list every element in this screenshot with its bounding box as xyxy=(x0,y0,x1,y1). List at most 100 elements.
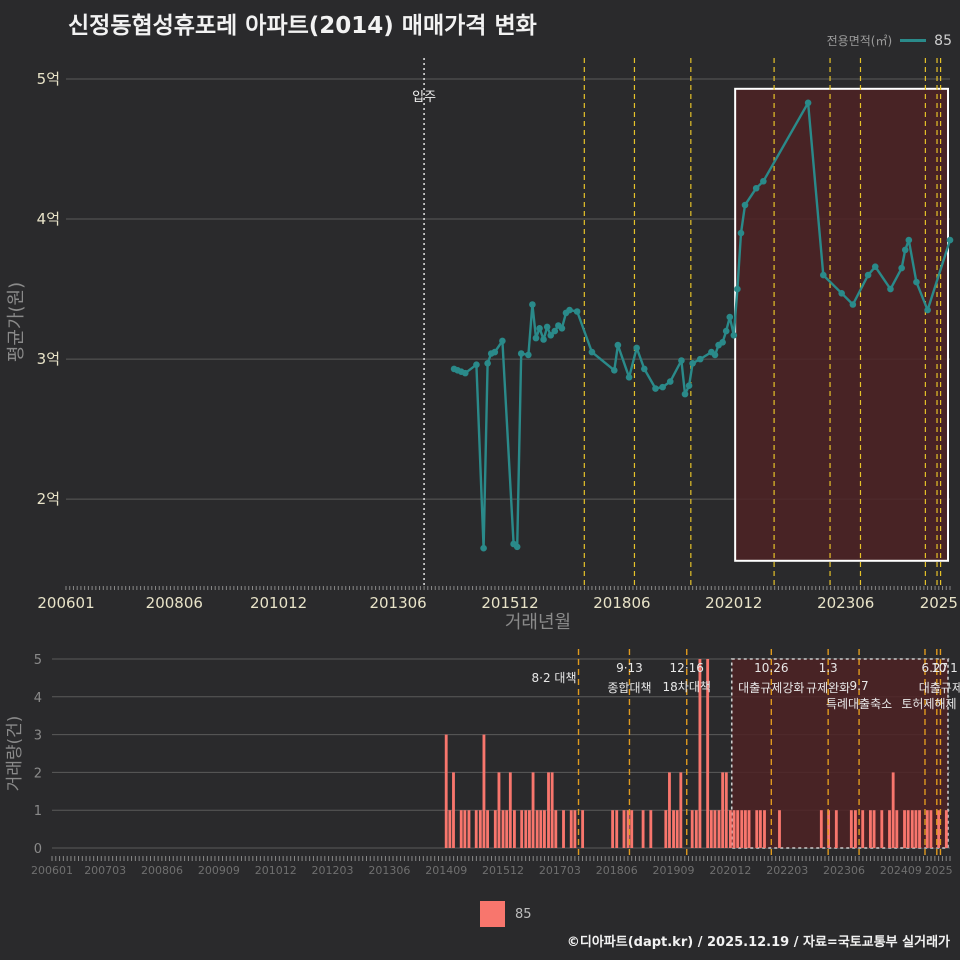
price-point xyxy=(730,332,738,339)
price-point xyxy=(905,236,913,244)
volume-bar xyxy=(717,810,721,848)
volume-bar xyxy=(690,810,694,848)
price-point xyxy=(678,357,685,364)
y-tick-label-top: 4억 xyxy=(37,210,60,228)
price-point xyxy=(532,334,540,342)
x-tick-label-bottom: 202409 xyxy=(880,864,922,877)
policy-label: 특례대출축소 xyxy=(826,697,892,711)
legend-bar-swatch xyxy=(480,901,505,927)
x-tick-label-bottom: 201012 xyxy=(255,864,297,877)
volume-bar xyxy=(914,810,918,848)
legend-top: 전용면적(㎡) 85 xyxy=(827,32,952,49)
price-point xyxy=(685,382,693,390)
volume-bar xyxy=(895,810,899,848)
price-point xyxy=(517,350,525,357)
highlight-box-top xyxy=(734,87,949,562)
price-point xyxy=(913,278,920,286)
x-tick-label-bottom: 202203 xyxy=(766,864,808,877)
volume-bar xyxy=(622,810,626,848)
price-point xyxy=(551,327,559,335)
volume-bar xyxy=(547,772,550,848)
x-tick-label-top: 201306 xyxy=(369,594,426,612)
x-tick-label-bottom: 2025 xyxy=(925,864,953,877)
volume-bar xyxy=(672,810,675,848)
policy-label: 10.26 xyxy=(754,661,788,675)
policy-label: 규제완화 xyxy=(806,681,850,695)
x-tick-label-bottom: 201409 xyxy=(425,864,467,877)
policy-label: 종합대책 xyxy=(607,680,651,695)
volume-bar xyxy=(694,810,698,848)
x-tick-label-bottom: 201203 xyxy=(312,864,354,877)
volume-bar xyxy=(520,810,524,848)
x-tick-label-top: 200601 xyxy=(37,594,94,612)
price-point xyxy=(659,383,666,391)
y-tick-label-bottom: 3 xyxy=(34,729,42,744)
volume-bar xyxy=(869,810,872,848)
volume-bar xyxy=(497,772,501,848)
volume-bar xyxy=(713,810,717,848)
volume-bar xyxy=(880,810,884,848)
volume-bar xyxy=(675,810,679,848)
price-point xyxy=(760,177,767,185)
price-point xyxy=(473,361,480,369)
move-in-label: 입주 xyxy=(412,90,436,105)
volume-bar xyxy=(573,810,577,848)
volume-bar xyxy=(891,772,895,848)
volume-bar xyxy=(721,772,725,848)
volume-bar xyxy=(448,810,452,848)
price-point xyxy=(566,306,573,314)
y-tick-label-bottom: 5 xyxy=(34,653,42,668)
volume-bar xyxy=(944,810,948,848)
volume-bar xyxy=(910,810,914,848)
volume-bar xyxy=(630,810,634,848)
price-point xyxy=(614,341,622,349)
volume-bar xyxy=(706,659,710,848)
price-point xyxy=(681,390,689,398)
x-tick-label-top: 202012 xyxy=(705,594,762,612)
price-point xyxy=(536,325,543,332)
chart-title: 신정동협성휴포레 아파트(2014) 매매가격 변화 xyxy=(68,13,537,39)
price-point xyxy=(696,355,704,363)
volume-bar xyxy=(501,810,505,848)
volume-bar xyxy=(819,810,823,848)
price-point xyxy=(588,348,596,356)
price-point xyxy=(711,351,719,359)
x-tick-label-top: 2025 xyxy=(920,594,958,612)
volume-bar xyxy=(732,810,736,848)
volume-bar xyxy=(778,810,781,848)
price-point xyxy=(722,327,730,335)
volume-bar xyxy=(474,810,478,848)
y-tick-label-bottom: 2 xyxy=(34,766,42,781)
volume-bar xyxy=(486,810,490,848)
volume-bar xyxy=(535,810,539,848)
x-tick-label-bottom: 200703 xyxy=(84,864,126,877)
y-tick-label-top: 2억 xyxy=(37,490,60,508)
y-tick-label-top: 3억 xyxy=(37,350,60,368)
volume-bar xyxy=(906,810,910,848)
price-point xyxy=(480,544,487,552)
policy-label: 대출규제 xyxy=(919,681,960,695)
price-point xyxy=(737,229,745,237)
price-point xyxy=(540,336,547,343)
legend-bottom: 85 xyxy=(480,901,532,927)
x-tick-label-top: 200806 xyxy=(146,594,203,612)
price-point xyxy=(864,271,872,279)
volume-bar xyxy=(736,810,740,848)
policy-label: 6.27 xyxy=(921,661,948,675)
price-point xyxy=(573,308,581,315)
volume-bar xyxy=(463,810,467,848)
volume-bar xyxy=(508,772,512,848)
volume-bar xyxy=(531,772,535,848)
volume-bar xyxy=(740,810,744,848)
y-axis-title-bottom: 거래량(건) xyxy=(5,716,25,792)
price-point xyxy=(666,378,674,385)
volume-bar xyxy=(709,810,713,848)
price-point xyxy=(461,369,469,377)
volume-bar xyxy=(929,810,933,848)
volume-bar xyxy=(724,772,728,848)
volume-bar xyxy=(679,772,683,848)
volume-bar xyxy=(664,810,668,848)
volume-bar xyxy=(543,810,546,848)
price-point xyxy=(898,264,905,272)
